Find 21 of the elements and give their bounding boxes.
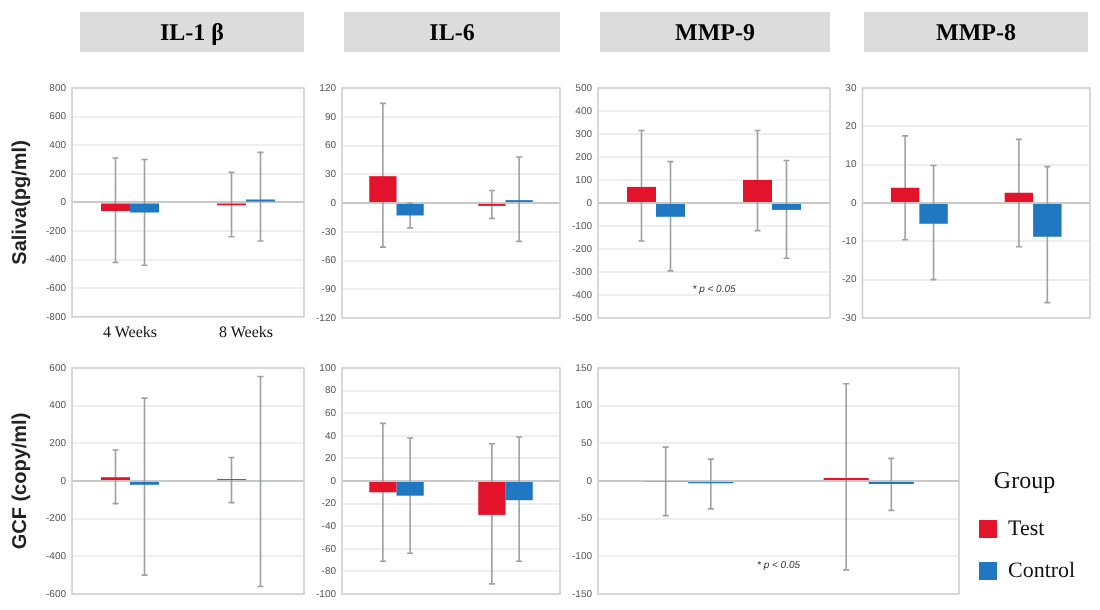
x-tick-label: 4 Weeks (103, 322, 157, 341)
y-axis-title: GCF (copy/ml) (9, 412, 32, 550)
bar (369, 176, 397, 202)
legend-label: Control (1008, 558, 1076, 583)
legend-label: Test (1008, 516, 1045, 541)
y-axis-title: Saliva(pg/ml) (9, 140, 32, 265)
bar (772, 204, 801, 210)
bar (1033, 204, 1062, 237)
bar (396, 204, 424, 216)
legend-title: Group (993, 465, 1056, 494)
bar (890, 187, 920, 202)
bar (627, 186, 657, 202)
bar (656, 204, 686, 217)
x-tick-label: 8 Weeks (219, 322, 273, 341)
chart-title: IL-6 (344, 12, 560, 52)
chart-title: IL-1 β (80, 12, 304, 52)
chart-title: MMP-9 (600, 12, 830, 52)
chart-title: MMP-8 (864, 12, 1088, 52)
bar (919, 204, 948, 224)
bar (743, 180, 772, 202)
bar (1004, 192, 1034, 202)
